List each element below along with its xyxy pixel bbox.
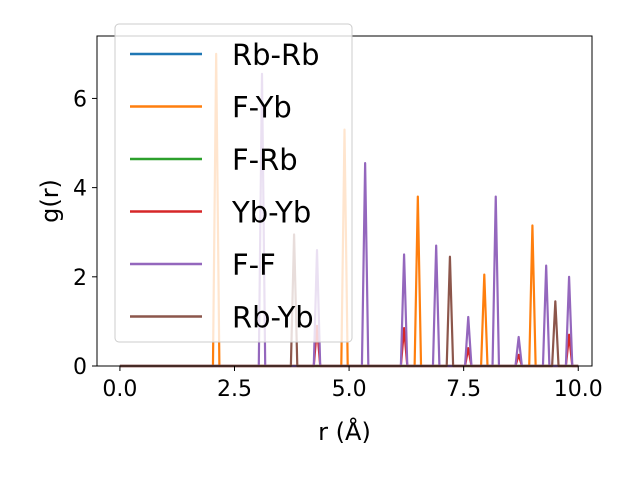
x-axis-ticks: 0.0 2.5 5.0 7.5 10.0 bbox=[102, 366, 603, 402]
legend-label: F-Rb bbox=[232, 143, 298, 177]
legend-label: Rb-Rb bbox=[232, 38, 320, 72]
y-tick-label: 0 bbox=[73, 355, 87, 380]
y-tick-label: 2 bbox=[73, 266, 87, 291]
x-tick-label: 2.5 bbox=[217, 377, 252, 402]
legend-label: Yb-Yb bbox=[231, 196, 311, 230]
legend-box bbox=[114, 23, 353, 343]
x-tick-label: 0.0 bbox=[102, 377, 137, 402]
y-axis-ticks: 0 2 4 6 bbox=[73, 87, 97, 380]
x-axis-label: r (Å) bbox=[318, 417, 371, 446]
y-axis-label: g(r) bbox=[36, 179, 64, 223]
x-tick-label: 10.0 bbox=[554, 377, 603, 402]
x-tick-label: 5.0 bbox=[332, 377, 367, 402]
x-tick-label: 7.5 bbox=[446, 377, 481, 402]
legend-label: F-F bbox=[232, 248, 276, 282]
legend-label: Rb-Yb bbox=[232, 301, 314, 335]
y-tick-label: 6 bbox=[73, 87, 87, 112]
legend: Rb-Rb F-Yb F-Rb Yb-Yb F-F Rb-Yb bbox=[114, 23, 353, 343]
y-tick-label: 4 bbox=[73, 177, 87, 202]
legend-label: F-Yb bbox=[232, 91, 292, 125]
